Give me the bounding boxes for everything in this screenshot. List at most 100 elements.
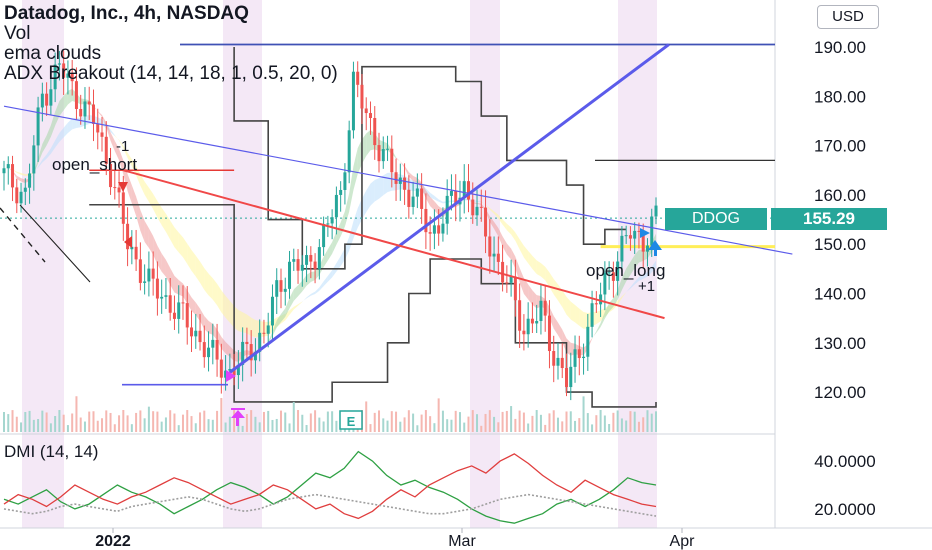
candle-body [194,330,198,337]
earnings-marker-box[interactable] [339,410,363,430]
indicator-ema-clouds[interactable]: ema clouds [4,43,102,64]
ema-cloud-fast [38,144,43,164]
volume-bar [3,412,5,432]
ema-cloud-fast [127,174,132,204]
volume-bar [181,414,184,432]
ema-cloud-slow [131,159,137,176]
volume-bar [331,411,334,432]
ema-cloud-fast [383,141,388,151]
indicator-adx-breakout[interactable]: ADX Breakout (14, 14, 18, 1, 0.5, 20, 0) [4,63,338,84]
pivot-marker-bar [231,408,245,410]
ema-cloud-slow [575,304,580,326]
ema-cloud-fast [55,101,60,126]
short-arrow-icon [118,182,128,192]
ema-cloud-fast [131,185,137,216]
volume-bar [612,412,615,432]
volume-bar [625,420,628,432]
ema-cloud-fast [204,316,209,334]
ema-cloud-slow [579,308,584,329]
chart-title[interactable]: Datadog, Inc., 4h, NASDAQ [4,3,249,24]
volume-bar [233,410,236,432]
dmi-pane [3,450,657,524]
trendlines[interactable] [0,43,793,386]
ema-cloud-slow [114,135,120,141]
candle-body [155,278,159,299]
volume-bar [522,412,525,432]
ema-cloud-slow [234,305,239,332]
ema-cloud-slow [570,301,576,323]
dmi-tick-label: 40.0000 [814,452,875,471]
ema-cloud-slow [298,301,303,306]
volume-bar [292,401,295,432]
candle-body [535,321,539,324]
candle-body [441,223,445,234]
volume-bar [275,418,278,432]
ema-cloud-fast [494,221,499,237]
ema-cloud-slow [50,140,56,154]
long-flag-icon [640,228,650,238]
candle-body [113,187,117,189]
time-axis[interactable]: 2022 Mar Apr [95,528,695,550]
volume-bar [190,416,193,432]
volume-bar [365,401,368,432]
ema-cloud-fast [477,202,482,205]
volume-bar [561,421,564,432]
candle-body [198,330,202,343]
volume-bar [556,417,559,432]
candle-body [547,315,551,352]
ema-cloud-fast [46,125,51,146]
candle-body [275,280,279,297]
ema-cloud-slow [84,114,90,126]
price-axis[interactable]: 120.00 130.00 140.00 150.00 160.00 170.00 180.… [814,38,876,519]
ema-cloud-slow [566,296,571,320]
candle-body [403,177,407,190]
long-arrow-icon [648,240,662,250]
currency-button[interactable]: USD [817,5,879,29]
ema-cloud-fast [272,320,277,337]
volume-bar [454,410,457,432]
ema-cloud-slow [477,200,482,203]
indicator-vol[interactable]: Vol [4,23,31,44]
candlesticks[interactable] [2,50,658,401]
volume-bar [118,415,121,432]
candle-body [270,296,274,326]
ema-cloud-slow [383,172,388,196]
time-tick-label: Apr [670,533,696,550]
candle-body [624,235,628,237]
candle-body [364,108,368,114]
candle-body [577,349,581,359]
candle-body [599,294,603,305]
volume-bar [633,411,636,432]
ema-cloud-fast [604,303,610,319]
ema-cloud-slow [42,154,47,163]
ema-cloud-slow [357,198,362,228]
volume-bar [113,424,116,432]
ema-cloud-fast [97,110,103,118]
volume-bar [160,421,163,432]
candle-body [628,235,632,239]
candle-body [249,344,253,361]
dmi-label[interactable]: DMI (14, 14) [4,442,99,461]
ema-cloud-slow [532,255,537,274]
ema-cloud-fast [136,196,141,231]
ema-cloud-slow [174,227,179,253]
earnings-marker[interactable]: E [347,414,356,429]
candle-body [526,318,530,335]
volume-bar [471,410,474,432]
ema-cloud-fast [148,228,154,255]
candle-body [351,71,355,131]
trendline-rising [228,43,670,374]
plus-one-label: +1 [638,278,655,295]
candle-body [347,130,351,173]
volume-bar [637,421,640,432]
candle-body [15,187,19,204]
volume-bars [3,396,657,432]
ema-cloud-slow [242,312,247,334]
ema-cloud-slow [178,232,183,258]
ema-cloud-fast [268,331,273,344]
ema-cloud-slow [549,272,554,295]
candle-body [49,89,53,106]
candle-body [279,280,283,292]
candle-body [181,302,185,304]
